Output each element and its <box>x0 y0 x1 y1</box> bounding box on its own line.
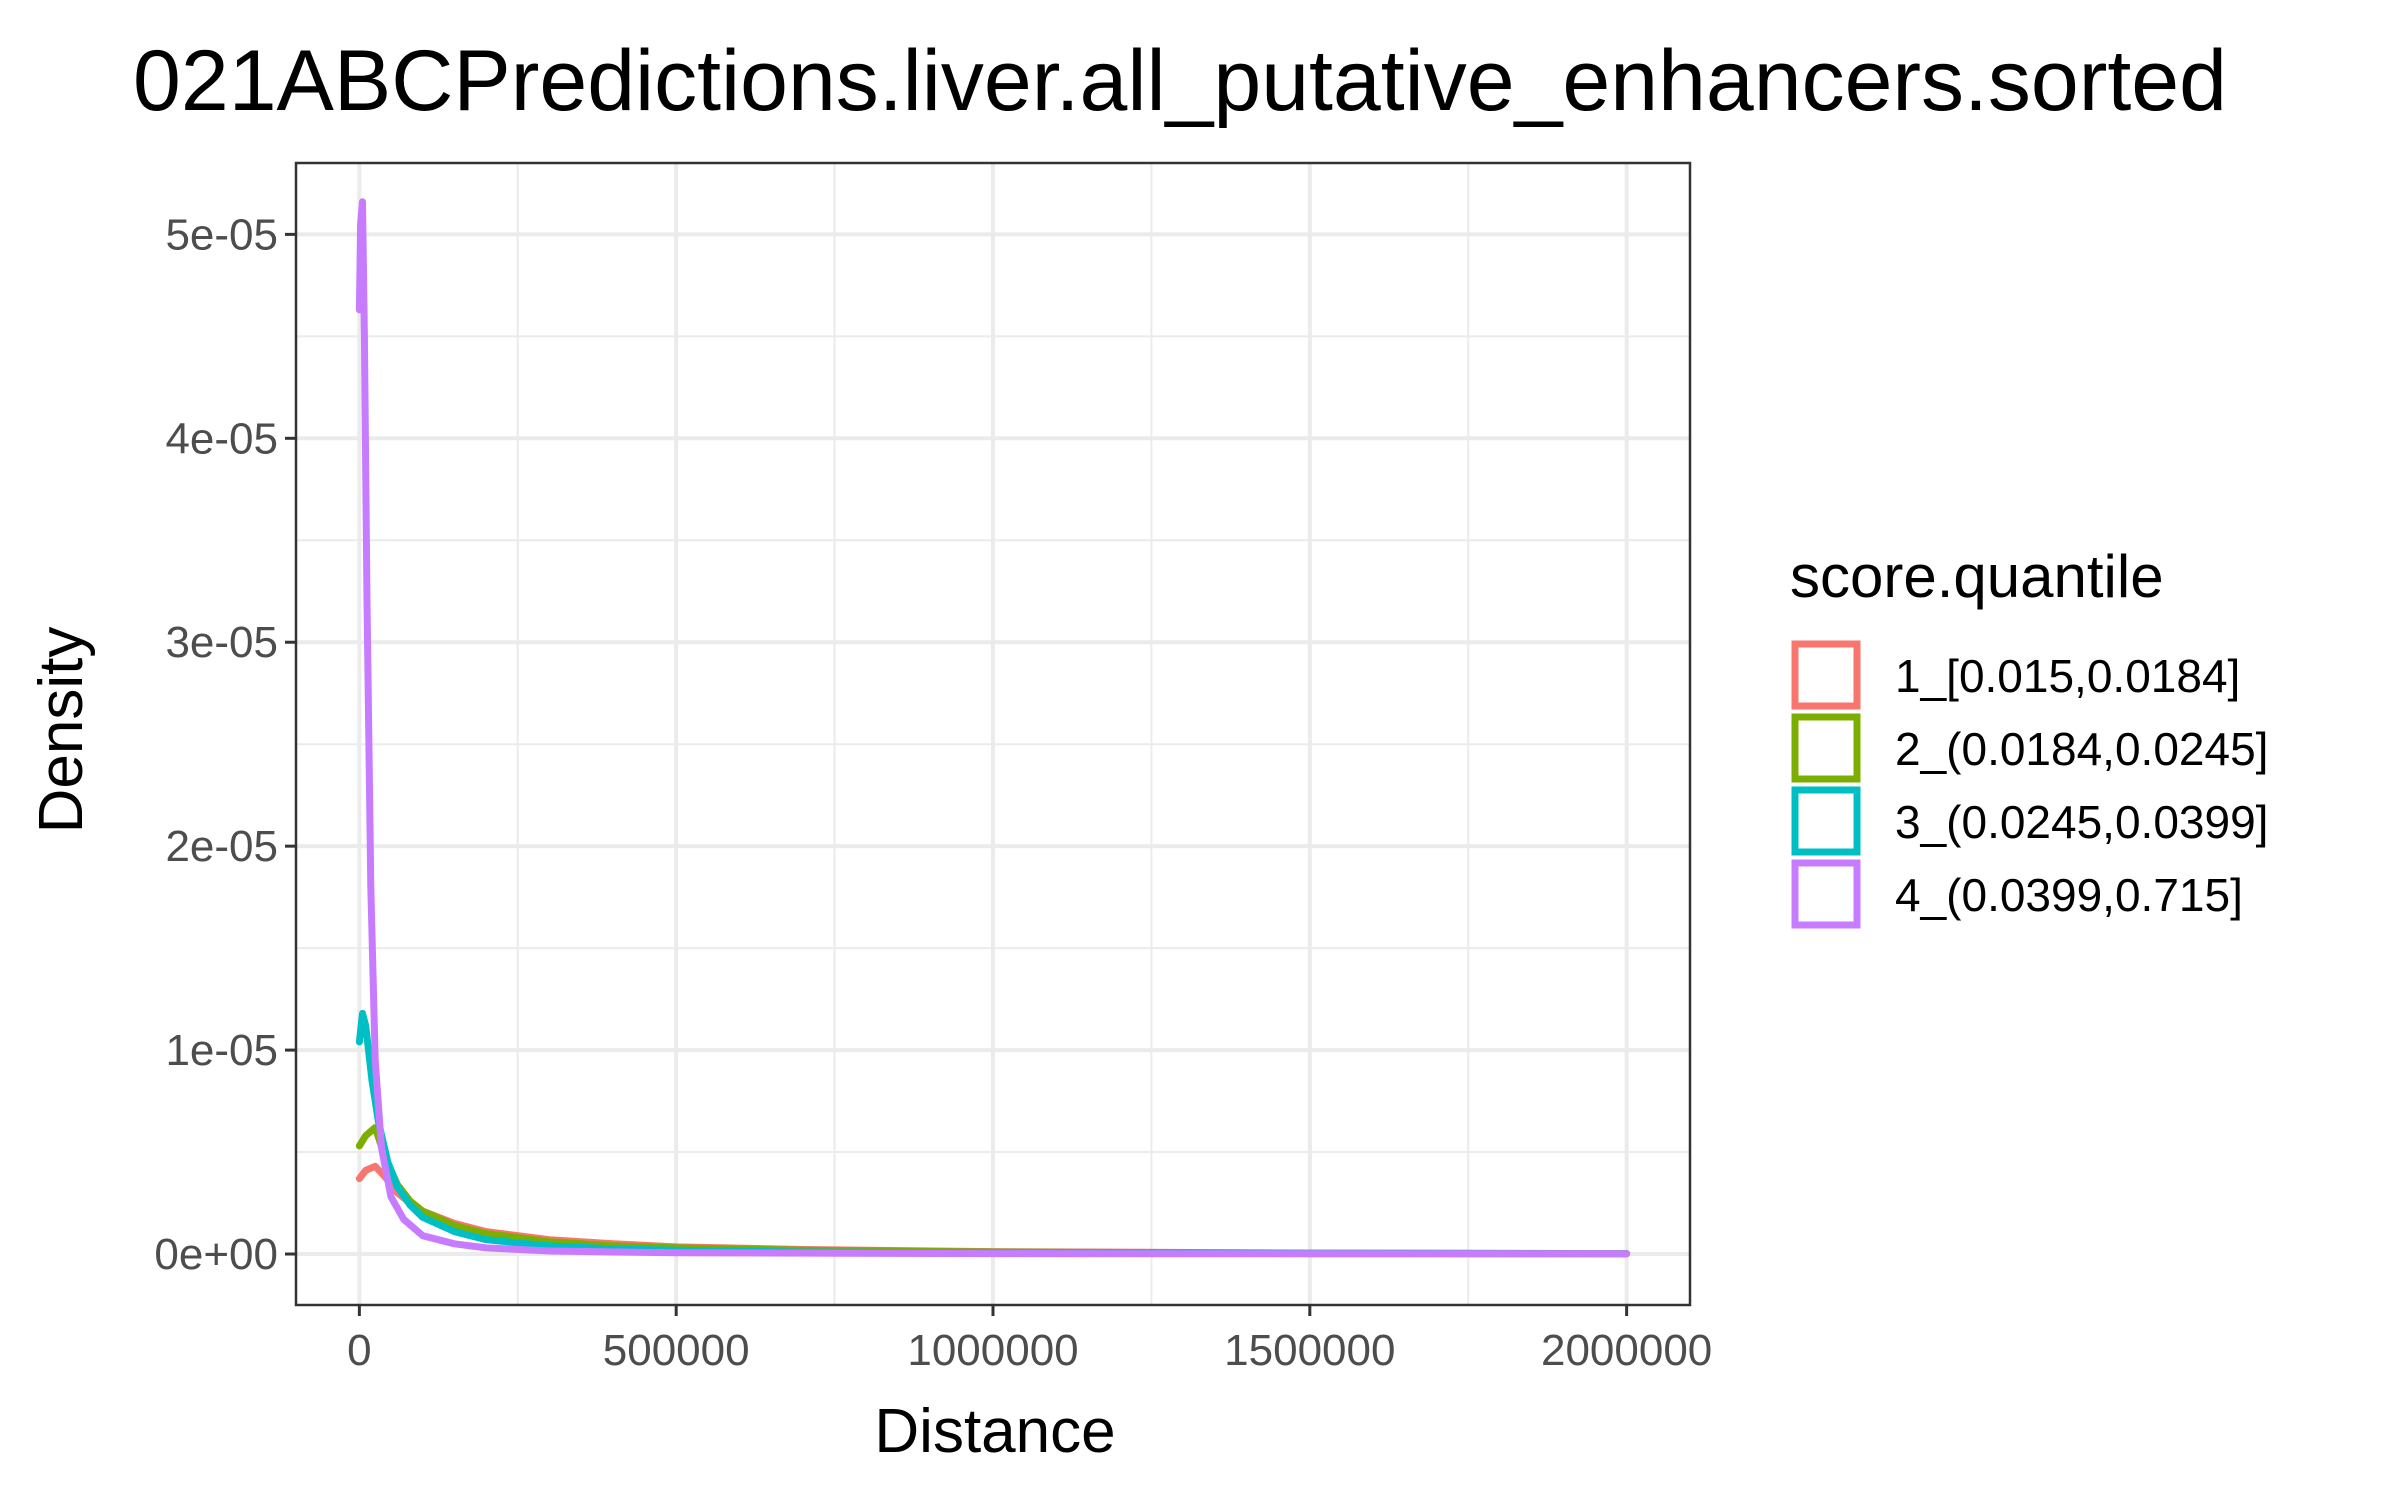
legend-label-4: 4_(0.0399,0.715] <box>1895 869 2243 921</box>
legend-key-1 <box>1791 640 1861 710</box>
legend: score.quantile 1_[0.015,0.0184] 2_(0.0184… <box>1790 543 2268 929</box>
legend-key-4 <box>1791 859 1861 929</box>
series-lines <box>355 198 1631 1258</box>
legend-key-2 <box>1791 713 1861 783</box>
series-line-4 <box>355 198 1631 1258</box>
y-tick-label: 2e-05 <box>165 822 278 871</box>
x-tick-label: 1000000 <box>907 1326 1078 1375</box>
legend-label-3: 3_(0.0245,0.0399] <box>1895 796 2268 848</box>
y-tick-label: 4e-05 <box>165 414 278 463</box>
x-tick-label: 1500000 <box>1224 1326 1395 1375</box>
legend-label-1: 1_[0.015,0.0184] <box>1895 650 2240 702</box>
y-tick-label: 0e+00 <box>154 1230 278 1279</box>
legend-key-3 <box>1791 786 1861 856</box>
x-tick-label: 2000000 <box>1541 1326 1712 1375</box>
y-axis: 0e+00 1e-05 2e-05 3e-05 4e-05 5e-05 <box>154 210 296 1279</box>
x-tick-label: 500000 <box>603 1326 750 1375</box>
y-tick-label: 5e-05 <box>165 210 278 259</box>
y-tick-label: 3e-05 <box>165 618 278 667</box>
y-axis-title: Density <box>27 627 96 834</box>
y-tick-label: 1e-05 <box>165 1026 278 1075</box>
legend-title: score.quantile <box>1790 543 2164 610</box>
legend-items: 1_[0.015,0.0184] 2_(0.0184,0.0245] 3_(0.02… <box>1791 640 2268 929</box>
x-axis-title: Distance <box>874 1397 1115 1466</box>
legend-label-2: 2_(0.0184,0.0245] <box>1895 723 2268 775</box>
x-axis: 0 500000 1000000 1500000 2000000 <box>347 1305 1712 1375</box>
chart-title: 021ABCPredictions.liver.all_putative_enh… <box>133 33 2227 129</box>
x-tick-label: 0 <box>347 1326 371 1375</box>
plot-panel <box>294 161 1692 1307</box>
